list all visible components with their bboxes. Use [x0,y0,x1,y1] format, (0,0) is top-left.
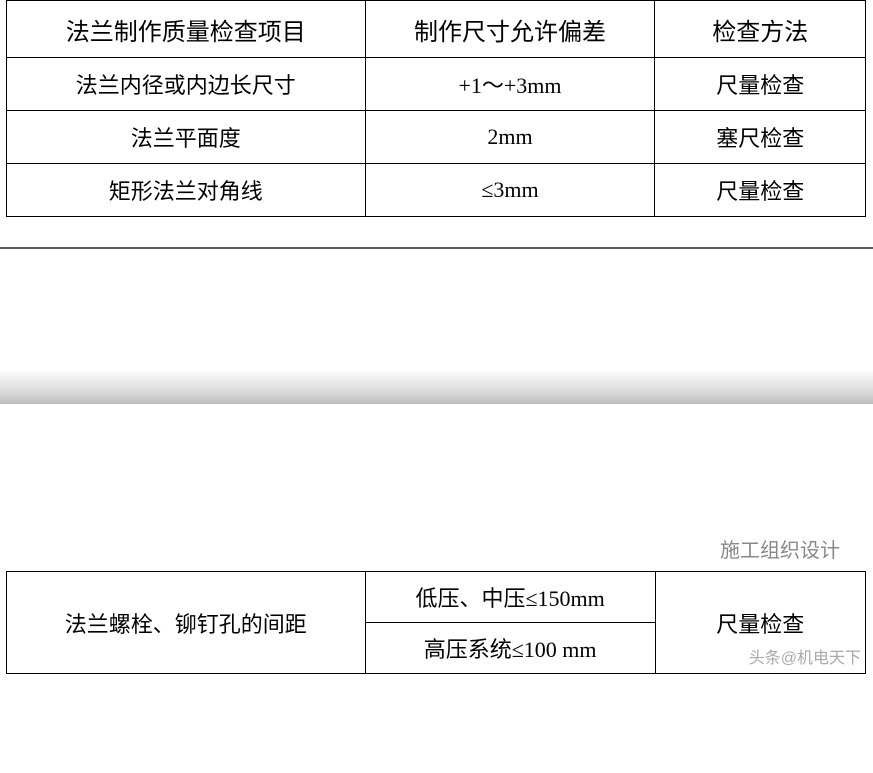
table-row: 矩形法兰对角线 ≤3mm 尺量检查 [7,164,866,217]
header-method: 检查方法 [655,1,866,58]
cell-item: 法兰平面度 [7,111,366,164]
header-item: 法兰制作质量检查项目 [7,1,366,58]
header-tolerance: 制作尺寸允许偏差 [365,1,655,58]
page-break-shadow [0,369,873,404]
cell-method: 尺量检查 [655,572,865,674]
cell-tolerance: +1～+3mm [365,58,655,111]
cell-method: 尺量检查 [655,164,866,217]
cell-low-mid-pressure: 低压、中压≤150mm [365,572,655,623]
cell-method: 塞尺检查 [655,111,866,164]
table-row: 法兰内径或内边长尺寸 +1～+3mm 尺量检查 [7,58,866,111]
flange-bolt-spacing-table: 法兰螺栓、铆钉孔的间距 低压、中压≤150mm 尺量检查 高压系统≤100 mm [6,571,866,674]
table-row: 法兰平面度 2mm 塞尺检查 [7,111,866,164]
section-divider [0,247,873,249]
cell-method: 尺量检查 [655,58,866,111]
page-caption: 施工组织设计 [0,534,860,563]
document-page: 法兰制作质量检查项目 制作尺寸允许偏差 检查方法 法兰内径或内边长尺寸 +1～+… [0,0,873,674]
cell-high-pressure: 高压系统≤100 mm [365,623,655,674]
cell-tolerance: 2mm [365,111,655,164]
cell-tolerance: ≤3mm [365,164,655,217]
cell-item: 矩形法兰对角线 [7,164,366,217]
table-header-row: 法兰制作质量检查项目 制作尺寸允许偏差 检查方法 [7,1,866,58]
table-row: 法兰螺栓、铆钉孔的间距 低压、中压≤150mm 尺量检查 [7,572,866,623]
cell-item: 法兰内径或内边长尺寸 [7,58,366,111]
flange-inspection-table: 法兰制作质量检查项目 制作尺寸允许偏差 检查方法 法兰内径或内边长尺寸 +1～+… [6,0,866,217]
cell-item: 法兰螺栓、铆钉孔的间距 [7,572,366,674]
